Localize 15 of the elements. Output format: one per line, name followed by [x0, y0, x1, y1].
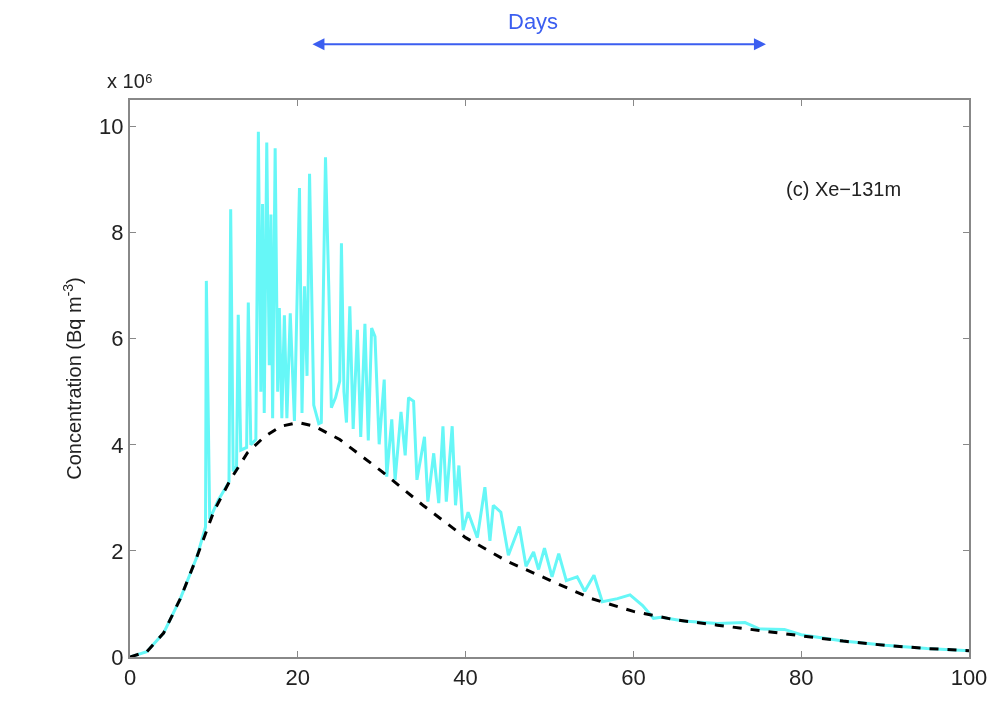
text: x 10⁶ [107, 70, 154, 92]
line-series [130, 421, 969, 657]
y-tick-label: 0 [111, 644, 124, 670]
x-tick-label: 60 [621, 665, 646, 691]
y-tick-label: 10 [99, 114, 124, 140]
y-tick-label: 6 [111, 326, 124, 352]
x-tick-label: 80 [788, 665, 814, 691]
y-tick-label: 4 [111, 432, 124, 458]
x-tick-label: 20 [285, 665, 311, 691]
x-tick-label: 100 [950, 665, 988, 691]
y-tick-label: 2 [111, 538, 124, 564]
text: Days [508, 9, 559, 34]
annotation: (c) Xe−131m [786, 178, 902, 200]
x-tick-label: 40 [453, 665, 478, 691]
y-tick-label: 8 [111, 220, 124, 246]
